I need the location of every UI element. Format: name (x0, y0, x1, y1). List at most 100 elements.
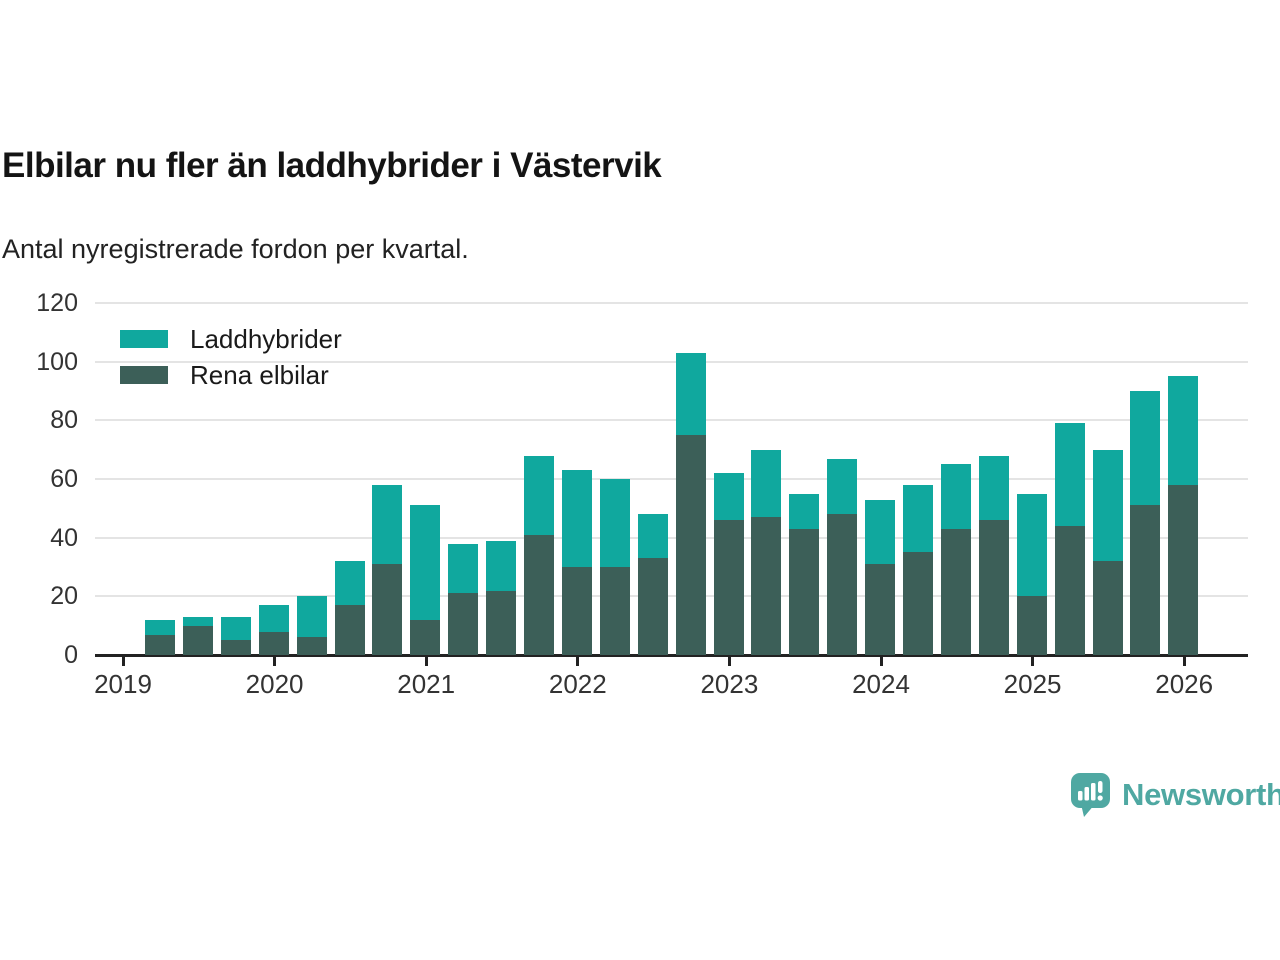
bar-2022-Q3-rena-elbilar (637, 558, 668, 655)
x-tick-label-2022: 2022 (548, 669, 607, 699)
bar-2020-Q1-laddhybrider (258, 605, 289, 632)
x-tick-label-2025: 2025 (1003, 669, 1062, 699)
x-tick-label-2026: 2026 (1155, 669, 1214, 699)
chart-subtitle: Antal nyregistrerade fordon per kvartal. (2, 234, 469, 264)
bar-2023-Q3-laddhybrider (789, 493, 820, 529)
legend-item-laddhybrider: Laddhybrider (120, 324, 342, 354)
gridline-20 (95, 595, 1248, 598)
bar-2020-Q4-laddhybrider (372, 484, 403, 565)
x-tick-2023 (727, 656, 731, 666)
gridline-120 (95, 302, 1248, 304)
bar-2022-Q1-laddhybrider (561, 470, 592, 567)
gridline-80 (95, 419, 1248, 422)
bar-2024-Q4-rena-elbilar (978, 520, 1009, 655)
bar-2025-Q2-laddhybrider (1054, 423, 1085, 526)
bar-2023-Q4-laddhybrider (827, 458, 858, 515)
bar-2023-Q3-rena-elbilar (789, 528, 820, 655)
x-tick-2019 (121, 656, 125, 666)
bar-2021-Q3-laddhybrider (486, 540, 517, 591)
x-axis-line (95, 654, 1248, 657)
bar-2024-Q1-laddhybrider (865, 499, 896, 565)
legend-label-rena-elbilar: Rena elbilar (190, 360, 329, 390)
bar-2020-Q2-laddhybrider (296, 596, 327, 638)
bar-2020-Q3-rena-elbilar (334, 605, 365, 655)
bar-2022-Q4-rena-elbilar (675, 435, 706, 655)
gridline-60 (95, 478, 1248, 480)
chart-title: Elbilar nu fler än laddhybrider i Väster… (2, 146, 662, 185)
x-tick-label-2019: 2019 (94, 669, 152, 699)
bar-2023-Q1-laddhybrider (713, 473, 744, 521)
bar-2023-Q1-rena-elbilar (713, 520, 744, 655)
bar-2025-Q3-rena-elbilar (1092, 561, 1123, 655)
bar-2022-Q2-laddhybrider (599, 479, 630, 567)
bar-2022-Q2-rena-elbilar (599, 567, 630, 655)
x-tick-2020 (273, 656, 277, 666)
bar-2025-Q2-rena-elbilar (1054, 525, 1085, 655)
bar-2019-Q3-rena-elbilar (182, 625, 213, 655)
bar-2023-Q4-rena-elbilar (827, 514, 858, 655)
gridline-40 (95, 536, 1248, 539)
bar-2020-Q4-rena-elbilar (372, 564, 403, 655)
x-tick-2025 (1031, 656, 1035, 666)
x-tick-label-2021: 2021 (397, 669, 456, 699)
bar-2021-Q2-laddhybrider (448, 543, 479, 594)
newsworthy-wordmark: Newsworthy (1122, 777, 1280, 812)
bar-2022-Q4-laddhybrider (675, 352, 706, 435)
x-tick-2026 (1182, 656, 1186, 666)
bar-2021-Q1-rena-elbilar (410, 619, 441, 655)
bar-2021-Q3-rena-elbilar (486, 590, 517, 655)
bar-2020-Q3-laddhybrider (334, 561, 365, 606)
bar-2019-Q2-rena-elbilar (145, 634, 175, 655)
gridline-100 (95, 360, 1248, 363)
x-tick-label-2020: 2020 (245, 669, 304, 699)
legend-item-rena-elbilar: Rena elbilar (120, 360, 342, 390)
bar-2025-Q1-rena-elbilar (1016, 596, 1047, 655)
legend-label-laddhybrider: Laddhybrider (190, 324, 342, 354)
bar-2024-Q2-rena-elbilar (903, 552, 933, 655)
bar-2020-Q1-rena-elbilar (258, 631, 289, 655)
bar-2022-Q1-rena-elbilar (561, 567, 592, 655)
bar-2021-Q1-laddhybrider (410, 505, 441, 620)
bar-2019-Q3-laddhybrider (182, 616, 213, 626)
legend: Laddhybrider Rena elbilar (120, 324, 342, 402)
x-tick-label-2023: 2023 (700, 669, 759, 699)
bar-2022-Q3-laddhybrider (637, 514, 668, 559)
bar-2021-Q4-rena-elbilar (524, 534, 554, 655)
bar-2024-Q2-laddhybrider (903, 484, 933, 553)
bar-2024-Q3-laddhybrider (940, 464, 971, 529)
bar-2019-Q2-laddhybrider (145, 619, 175, 635)
newsworthy-logo: Newsworthy (1070, 772, 1280, 818)
bar-2021-Q4-laddhybrider (524, 455, 554, 535)
bar-2020-Q2-rena-elbilar (296, 637, 327, 655)
bar-2019-Q4-rena-elbilar (220, 640, 251, 655)
bar-2024-Q1-rena-elbilar (865, 564, 896, 655)
x-tick-2024 (879, 656, 883, 666)
bar-2024-Q3-rena-elbilar (940, 528, 971, 655)
y-axis: 0 20 40 60 80 100 120 (0, 289, 78, 669)
y-tick-label-80: 80 (50, 406, 78, 435)
bar-2023-Q2-laddhybrider (751, 449, 782, 518)
y-tick-label-60: 60 (50, 465, 78, 493)
bar-2025-Q3-laddhybrider (1092, 449, 1123, 562)
newsworthy-logo-icon (1071, 773, 1110, 817)
bar-2026-Q1-rena-elbilar (1168, 484, 1199, 655)
bar-2025-Q4-laddhybrider (1130, 391, 1161, 506)
y-tick-label-20: 20 (50, 582, 78, 611)
bar-2021-Q2-rena-elbilar (448, 593, 479, 655)
y-tick-label-40: 40 (50, 523, 78, 552)
bar-2025-Q4-rena-elbilar (1130, 505, 1161, 655)
y-tick-label-120: 120 (36, 289, 78, 317)
bar-2026-Q1-laddhybrider (1168, 376, 1199, 485)
bar-2024-Q4-laddhybrider (978, 455, 1009, 521)
legend-swatch-rena-elbilar (120, 366, 168, 384)
bar-2023-Q2-rena-elbilar (751, 517, 782, 655)
y-tick-label-100: 100 (36, 347, 78, 376)
bar-2019-Q4-laddhybrider (220, 616, 251, 641)
x-tick-label-2024: 2024 (852, 669, 910, 699)
bar-2025-Q1-laddhybrider (1016, 493, 1047, 597)
x-tick-2022 (576, 656, 580, 666)
legend-swatch-laddhybrider (120, 330, 168, 348)
x-tick-2021 (424, 656, 428, 666)
plot-area: 2019 2020 2021 2022 2023 2024 2025 2026 (94, 302, 1248, 699)
y-tick-label-0: 0 (64, 641, 78, 669)
